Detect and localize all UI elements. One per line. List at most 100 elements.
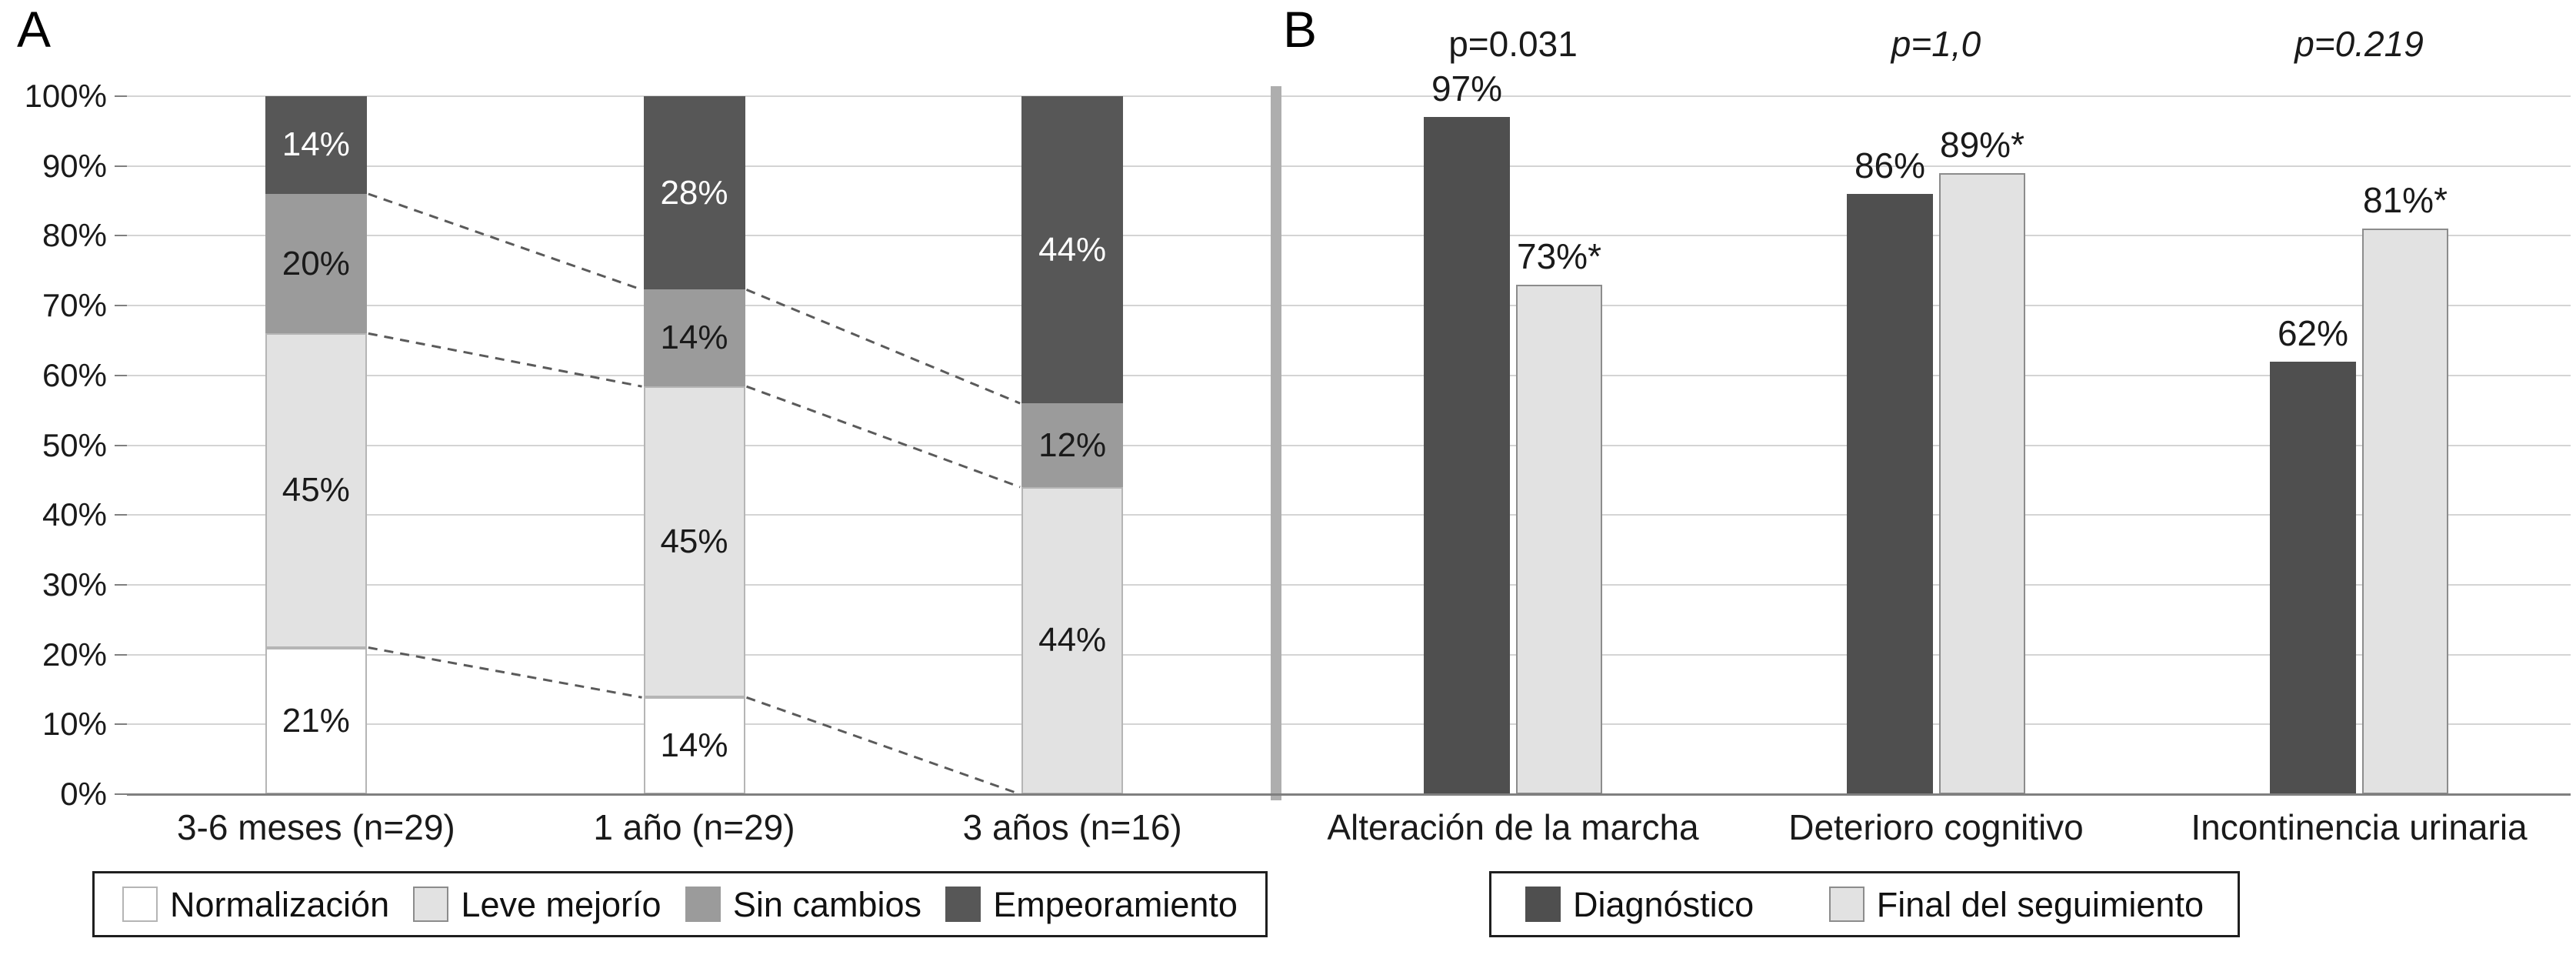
bar-value-label: 89%* [1940,124,2024,165]
segment-value-label: 12% [1038,426,1107,464]
p-value-label: p=0.219 [2294,24,2424,64]
p-value-label: p=1,0 [1891,24,1981,64]
gridline [127,374,2571,376]
gridline [127,305,2571,307]
legend-label: Normalización [170,884,390,924]
segment-value-label: 21% [282,701,350,740]
connector-line [745,289,1021,405]
y-axis-tick [115,444,127,446]
bar-segment-2 [265,193,367,334]
segment-value-label: 44% [1038,621,1107,659]
x-axis-baseline [127,793,2571,796]
y-axis-tick [115,305,127,307]
segment-value-label: 14% [660,319,728,357]
connector-line [368,332,642,388]
segment-value-label: 44% [1038,230,1107,269]
y-axis-tick-label: 30% [42,566,107,603]
y-axis-tick-label: 50% [42,426,107,463]
legend-entry: Final del seguimiento [1828,884,2204,924]
y-axis-tick [115,653,127,656]
bar-value-label: 97% [1431,68,1503,109]
y-axis-tick [115,235,127,237]
bar-segment-1 [1021,486,1124,794]
y-axis-tick-label: 60% [42,356,107,393]
legend-entry: Normalización [122,887,389,922]
bar-value-label: 86% [1854,145,1926,185]
gridline [127,583,2571,586]
gridline [127,653,2571,656]
connector-line [745,385,1021,489]
bar-final-seguimiento [1939,172,2025,794]
segment-value-label: 20% [282,244,350,282]
bar-diagnostico [1847,193,1933,794]
segment-value-label: 14% [660,726,728,765]
legend-entry: Sin cambios [685,887,921,922]
y-axis-tick-label: 20% [42,636,107,673]
legend-panel-a: Normalización Leve mejorío Sin cambios Empe… [92,871,1268,937]
bar-segment-3 [1021,96,1124,404]
bar-value-label: 73%* [1517,235,1601,276]
bar-value-label: 81%* [2363,180,2448,221]
x-axis-category-label: 3 años (n=16) [962,807,1182,847]
connector-line [746,696,1021,796]
legend-swatch [413,887,449,922]
gridline [127,95,2571,97]
x-axis-category-label: Incontinencia urinaria [2191,807,2528,847]
x-axis-category-label: Deterioro cognitivo [1788,807,2084,847]
y-axis-tick-label: 40% [42,496,107,533]
gridline [127,514,2571,516]
bar-segment-3 [643,96,745,290]
y-axis-tick [115,95,127,97]
segment-value-label: 14% [282,125,350,164]
y-axis-tick [115,723,127,726]
legend-swatch [122,887,158,922]
bar-segment-2 [643,289,745,387]
bar-segment-0 [643,697,745,794]
y-axis-tick-label: 80% [42,217,107,254]
legend-swatch [945,887,981,922]
legend-panel-b: Diagnóstico Final del seguimiento [1489,871,2240,937]
panel-a-letter: A [17,1,52,58]
bar-diagnostico [2270,361,2356,794]
gridline [127,444,2571,446]
bar-segment-2 [1021,403,1124,487]
bar-segment-1 [643,386,745,698]
panel-b-letter: B [1283,1,1318,58]
legend-label: Diagnóstico [1573,884,1755,924]
panel-divider [1271,86,1281,800]
y-axis-tick [115,793,127,795]
segment-value-label: 45% [660,523,728,561]
gridline [127,165,2571,167]
gridline [127,723,2571,726]
connector-line [368,192,642,291]
legend-swatch [685,887,721,922]
bar-segment-1 [265,333,367,648]
p-value-label: p=0.031 [1448,24,1578,64]
legend-entry: Empeoramiento [945,887,1238,922]
y-axis-tick-label: 10% [42,706,107,743]
segment-value-label: 45% [282,471,350,509]
legend-swatch [1828,887,1865,922]
y-axis-tick [115,514,127,516]
legend-label: Leve mejorío [461,884,661,924]
y-axis-tick [115,583,127,586]
y-axis-tick [115,165,127,167]
y-axis-tick-label: 70% [42,287,107,324]
legend-entry: Leve mejorío [413,887,661,922]
legend-label: Empeoramiento [993,884,1238,924]
y-axis-tick-label: 100% [24,78,107,114]
bar-final-seguimiento [2362,229,2448,794]
gridline [127,235,2571,237]
x-axis-category-label: Alteración de la marcha [1327,807,1699,847]
y-axis-tick [115,374,127,376]
x-axis-category-label: 3-6 meses (n=29) [176,807,455,847]
y-axis-tick-label: 0% [60,776,107,812]
bar-segment-3 [265,96,367,194]
segment-value-label: 28% [660,173,728,212]
legend-label: Final del seguimiento [1876,884,2204,924]
legend-entry: Diagnóstico [1525,887,1754,922]
legend-label: Sin cambios [732,884,921,924]
legend-swatch [1525,887,1561,922]
bar-diagnostico [1424,117,1510,794]
